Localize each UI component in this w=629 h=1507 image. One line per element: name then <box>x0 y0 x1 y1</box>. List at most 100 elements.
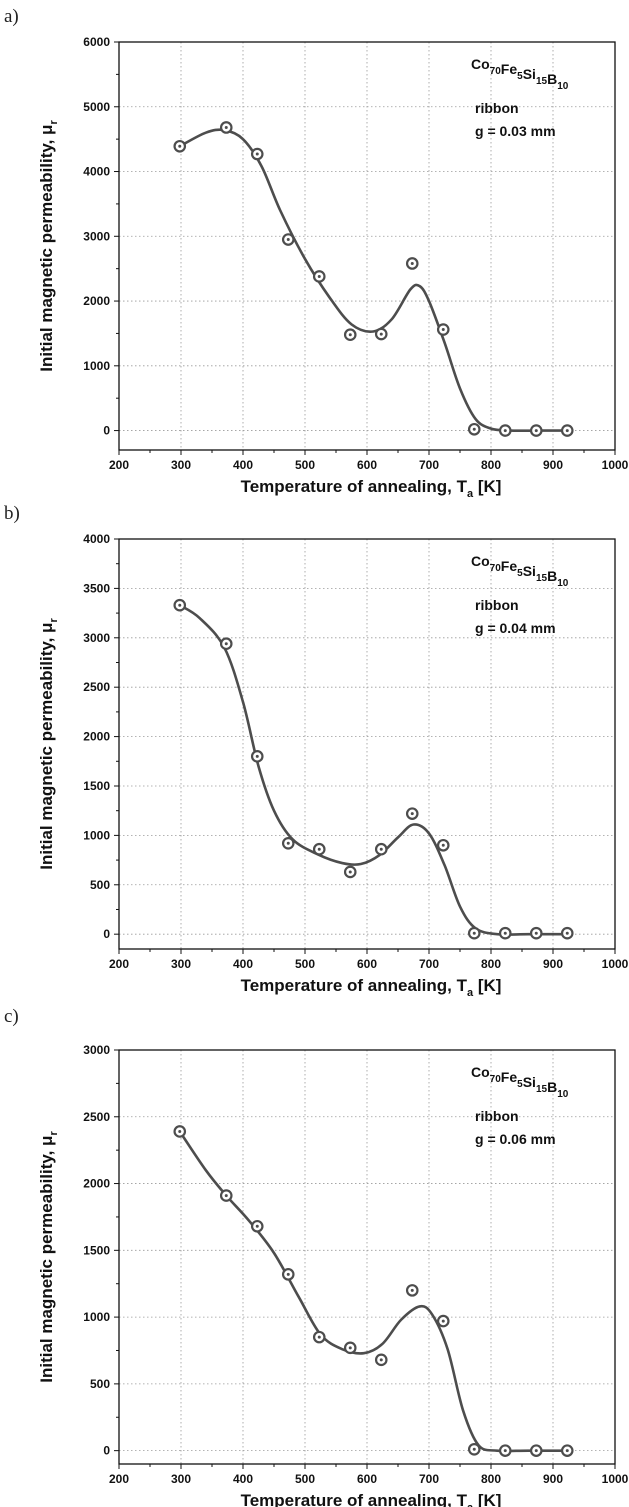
y-tick-label: 2000 <box>83 294 110 308</box>
data-point-dot <box>472 427 476 431</box>
x-axis-title: Temperature of annealing, Ta [K] <box>241 976 502 999</box>
data-point-dot <box>472 931 476 935</box>
x-tick-label: 800 <box>481 957 501 971</box>
panel-b: b) 200 300 400 500 600 700 800 900 1000 0 500 1000 1… <box>0 497 629 999</box>
data-point-dot <box>410 812 414 816</box>
data-point-dot <box>534 429 538 433</box>
x-tick-label: 700 <box>419 458 439 472</box>
x-tick-label: 400 <box>233 957 253 971</box>
y-tick-label: 3000 <box>83 631 110 645</box>
ribbon-label: ribbon <box>475 1108 519 1124</box>
y-tick-label: 6000 <box>83 35 110 49</box>
plot-frame <box>118 1049 616 1465</box>
x-tick-label: 900 <box>543 957 563 971</box>
x-tick-label: 800 <box>481 1472 501 1486</box>
y-tick-label: 1000 <box>83 359 110 373</box>
data-point-dot <box>503 1449 507 1453</box>
y-tick-label: 3000 <box>83 229 110 243</box>
x-tick-label: 700 <box>419 1472 439 1486</box>
data-point-dot <box>534 1449 538 1453</box>
y-tick-label: 3000 <box>83 1043 110 1057</box>
x-axis-title: Temperature of annealing, Ta [K] <box>241 477 502 500</box>
ribbon-label: ribbon <box>475 100 519 116</box>
x-tick-label: 900 <box>543 1472 563 1486</box>
y-tick-label: 1500 <box>83 1243 110 1257</box>
data-point-dot <box>224 125 228 129</box>
data-point-dot <box>441 1319 445 1323</box>
x-tick-label: 700 <box>419 957 439 971</box>
x-axis-title: Temperature of annealing, Ta [K] <box>241 1491 502 1507</box>
panel-c: c) 200 300 400 500 600 700 800 900 1000 0 500 1000 1… <box>0 994 629 1507</box>
panel-label: a) <box>4 6 19 27</box>
y-tick-label: 0 <box>103 927 110 941</box>
y-tick-label: 1000 <box>83 1310 110 1324</box>
y-tick-label: 2000 <box>83 1177 110 1191</box>
data-point-dot <box>224 1194 228 1198</box>
x-tick-label: 900 <box>543 458 563 472</box>
ribbon-label: ribbon <box>475 597 519 613</box>
fit-curve <box>179 604 568 936</box>
data-point-dot <box>441 328 445 332</box>
y-tick-label: 2500 <box>83 680 110 694</box>
y-tick-label: 500 <box>90 1377 110 1391</box>
y-tick-label: 0 <box>103 424 110 438</box>
fit-curve <box>178 1130 568 1453</box>
panel-a: a) 200 300 400 500 600 700 800 900 1000 0 1000 2000… <box>0 0 629 500</box>
y-tick-label: 3500 <box>83 581 110 595</box>
data-point-dot <box>348 1346 352 1350</box>
data-point-dot <box>178 144 182 148</box>
data-point-dot <box>410 261 414 265</box>
data-point-dot <box>178 603 182 607</box>
y-tick-label: 1000 <box>83 828 110 842</box>
y-tick-label: 4000 <box>83 532 110 546</box>
x-tick-label: 600 <box>357 1472 377 1486</box>
data-point-dot <box>255 1224 259 1228</box>
x-tick-label: 200 <box>109 957 129 971</box>
fit-curve <box>179 128 568 433</box>
data-point-dot <box>565 1449 569 1453</box>
x-tick-label: 200 <box>109 1472 129 1486</box>
y-axis-title: Initial magnetic permeability, μr <box>37 120 60 372</box>
data-point-dot <box>317 847 321 851</box>
data-point-dot <box>441 843 445 847</box>
data-point-dot <box>379 1358 383 1362</box>
formula-label: Co70Fe5Si15B10 <box>471 1064 569 1100</box>
formula-label: Co70Fe5Si15B10 <box>471 553 569 589</box>
y-tick-label: 0 <box>103 1444 110 1458</box>
formula-label: Co70Fe5Si15B10 <box>471 56 569 92</box>
chart-a: 200 300 400 500 600 700 800 900 1000 0 1000 2000 300… <box>37 35 629 500</box>
x-tick-label: 600 <box>357 957 377 971</box>
thickness-label: g = 0.04 mm <box>475 620 556 636</box>
data-point-dot <box>348 333 352 337</box>
data-point-dot <box>224 642 228 646</box>
y-tick-label: 1500 <box>83 779 110 793</box>
data-point-dot <box>286 841 290 845</box>
data-point-dot <box>255 152 259 156</box>
chart-b: 200 300 400 500 600 700 800 900 1000 0 500 1000 1500… <box>37 532 629 999</box>
y-axis-title: Initial magnetic permeability, μr <box>37 1131 60 1383</box>
x-tick-label: 800 <box>481 458 501 472</box>
data-point-dot <box>317 274 321 278</box>
x-tick-label: 300 <box>171 957 191 971</box>
y-tick-label: 500 <box>90 878 110 892</box>
data-point-dot <box>348 870 352 874</box>
thickness-label: g = 0.03 mm <box>475 123 556 139</box>
y-tick-label: 2500 <box>83 1110 110 1124</box>
data-point-dot <box>472 1447 476 1451</box>
x-tick-label: 400 <box>233 458 253 472</box>
data-point-dot <box>410 1288 414 1292</box>
thickness-label: g = 0.06 mm <box>475 1131 556 1147</box>
x-tick-label: 600 <box>357 458 377 472</box>
x-tick-label: 500 <box>295 957 315 971</box>
x-tick-label: 1000 <box>602 458 629 472</box>
data-point-dot <box>503 931 507 935</box>
x-tick-label: 300 <box>171 1472 191 1486</box>
x-tick-label: 200 <box>109 458 129 472</box>
x-tick-label: 400 <box>233 1472 253 1486</box>
x-tick-label: 1000 <box>602 1472 629 1486</box>
chart-c: 200 300 400 500 600 700 800 900 1000 0 500 1000 1500… <box>37 1043 629 1507</box>
data-point-dot <box>565 931 569 935</box>
data-point-dot <box>178 1129 182 1133</box>
x-tick-label: 500 <box>295 1472 315 1486</box>
x-tick-label: 300 <box>171 458 191 472</box>
